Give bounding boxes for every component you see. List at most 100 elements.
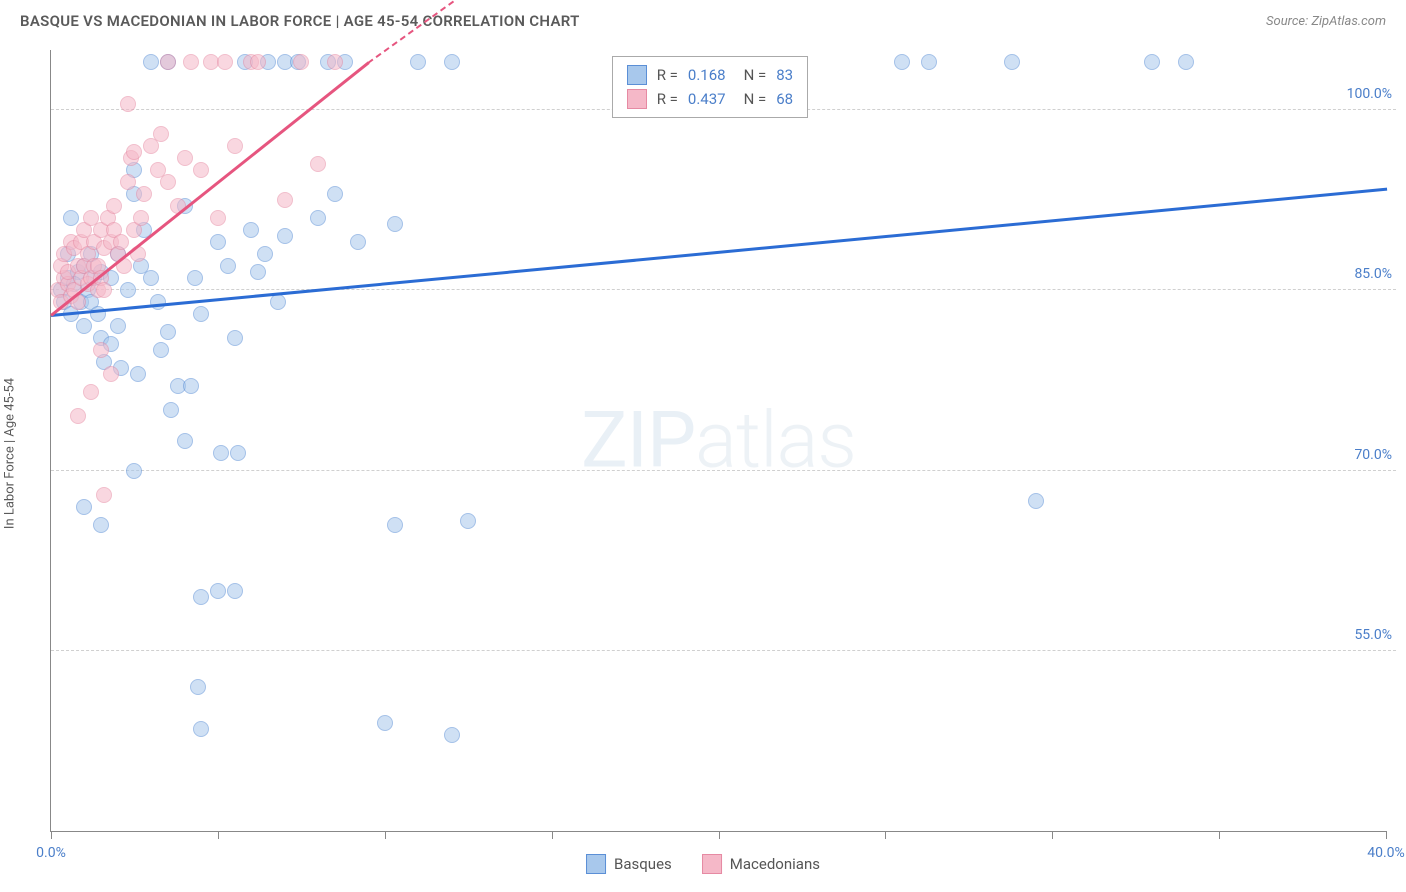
data-point <box>126 463 142 479</box>
data-point <box>327 54 343 70</box>
data-point <box>120 174 136 190</box>
data-point <box>277 192 293 208</box>
data-point <box>460 513 476 529</box>
x-tick <box>552 831 553 839</box>
data-point <box>177 433 193 449</box>
data-point <box>227 330 243 346</box>
legend-swatch <box>627 89 647 109</box>
x-tick <box>385 831 386 839</box>
data-point <box>187 270 203 286</box>
legend-n-value: 68 <box>776 87 793 111</box>
data-point <box>310 156 326 172</box>
data-point <box>153 342 169 358</box>
data-point <box>153 126 169 142</box>
data-point <box>76 318 92 334</box>
data-point <box>213 445 229 461</box>
legend-r-value: 0.168 <box>688 63 726 87</box>
x-tick <box>218 831 219 839</box>
data-point <box>270 294 286 310</box>
data-point <box>160 174 176 190</box>
series-legend: Basques Macedonians <box>586 854 820 874</box>
data-point <box>210 583 226 599</box>
y-tick-label: 55.0% <box>1350 627 1396 643</box>
x-tick <box>51 831 52 839</box>
data-point <box>177 150 193 166</box>
data-point <box>133 210 149 226</box>
chart-header: BASQUE VS MACEDONIAN IN LABOR FORCE | AG… <box>0 0 1406 38</box>
data-point <box>193 721 209 737</box>
data-point <box>183 54 199 70</box>
correlation-legend: R =0.168N =83R =0.437N =68 <box>612 56 808 118</box>
x-tick-label: 40.0% <box>1367 845 1405 861</box>
data-point <box>93 517 109 533</box>
legend-row: R =0.437N =68 <box>627 87 793 111</box>
data-point <box>126 144 142 160</box>
data-point <box>130 366 146 382</box>
legend-row: R =0.168N =83 <box>627 63 793 87</box>
data-point <box>1004 54 1020 70</box>
data-point <box>193 589 209 605</box>
data-point <box>143 54 159 70</box>
gridline <box>51 650 1396 651</box>
x-tick <box>719 831 720 839</box>
y-tick-label: 70.0% <box>1350 447 1396 463</box>
x-tick <box>885 831 886 839</box>
data-point <box>277 228 293 244</box>
data-point <box>387 517 403 533</box>
legend-swatch <box>627 65 647 85</box>
data-point <box>83 384 99 400</box>
data-point <box>230 445 246 461</box>
legend-label: Macedonians <box>730 855 820 873</box>
data-point <box>1144 54 1160 70</box>
data-point <box>190 679 206 695</box>
y-tick-label: 85.0% <box>1350 266 1396 282</box>
legend-item: Macedonians <box>702 854 820 874</box>
data-point <box>160 54 176 70</box>
legend-n-label: N = <box>744 63 767 87</box>
data-point <box>227 138 243 154</box>
chart-title: BASQUE VS MACEDONIAN IN LABOR FORCE | AG… <box>20 12 580 30</box>
data-point <box>96 282 112 298</box>
data-point <box>183 378 199 394</box>
data-point <box>120 96 136 112</box>
data-point <box>250 54 266 70</box>
data-point <box>921 54 937 70</box>
data-point <box>93 342 109 358</box>
data-point <box>327 186 343 202</box>
data-point <box>1028 493 1044 509</box>
data-point <box>113 234 129 250</box>
data-point <box>243 222 259 238</box>
legend-swatch <box>586 854 606 874</box>
x-tick <box>1052 831 1053 839</box>
gridline <box>51 289 1396 290</box>
data-point <box>210 210 226 226</box>
legend-r-label: R = <box>657 63 678 87</box>
scatter-chart: ZIPatlas 55.0%70.0%85.0%100.0%0.0%40.0%R… <box>50 50 1386 832</box>
data-point <box>410 54 426 70</box>
legend-item: Basques <box>586 854 672 874</box>
data-point <box>160 324 176 340</box>
data-point <box>193 306 209 322</box>
gridline <box>51 470 1396 471</box>
data-point <box>96 487 112 503</box>
legend-label: Basques <box>614 855 672 873</box>
data-point <box>210 234 226 250</box>
data-point <box>310 210 326 226</box>
data-point <box>70 408 86 424</box>
data-point <box>110 318 126 334</box>
y-tick-label: 100.0% <box>1343 86 1396 102</box>
data-point <box>220 258 236 274</box>
data-point <box>143 270 159 286</box>
trend-line <box>50 62 369 317</box>
data-point <box>193 162 209 178</box>
x-tick-label: 0.0% <box>36 845 66 861</box>
data-point <box>163 402 179 418</box>
data-point <box>250 264 266 280</box>
data-point <box>63 210 79 226</box>
legend-r-label: R = <box>657 87 678 111</box>
data-point <box>444 54 460 70</box>
data-point <box>377 715 393 731</box>
source-attribution: Source: ZipAtlas.com <box>1266 14 1386 29</box>
trend-line <box>51 188 1387 317</box>
data-point <box>257 246 273 262</box>
